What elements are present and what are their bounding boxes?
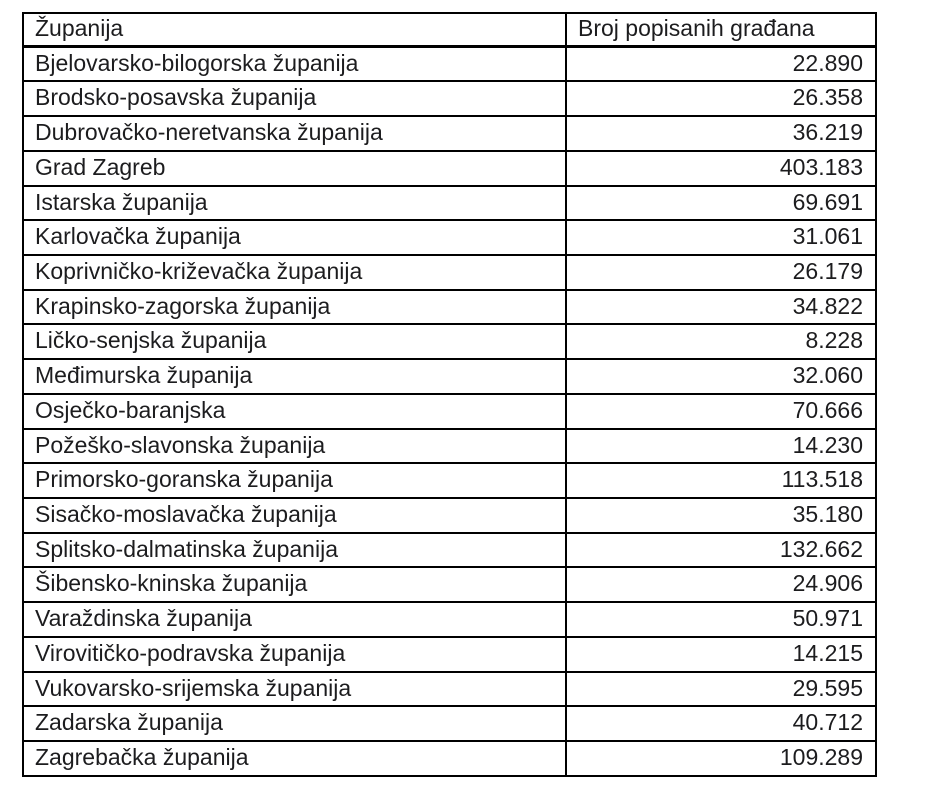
table-row: Dubrovačko-neretvanska županija 36.219 — [22, 115, 877, 152]
table-row: Brodsko-posavska županija 26.358 — [22, 80, 877, 118]
citizen-count-cell: 69.691 — [565, 184, 877, 222]
county-name-cell: Požeško-slavonska županija — [22, 427, 567, 465]
citizen-count-cell: 34.822 — [565, 288, 877, 326]
table-row: Koprivničko-križevačka županija 26.179 — [22, 253, 877, 291]
citizen-count-cell: 22.890 — [565, 45, 877, 83]
citizen-count-cell: 109.289 — [565, 740, 877, 777]
citizen-count-cell: 26.358 — [565, 80, 877, 118]
citizen-count-cell: 132.662 — [565, 531, 877, 569]
county-name-cell: Krapinsko-zagorska županija — [22, 288, 567, 326]
county-name-cell: Koprivničko-križevačka županija — [22, 253, 567, 291]
count-column-header: Broj popisanih građana — [565, 11, 877, 48]
county-name-cell: Šibensko-kninska županija — [22, 566, 567, 604]
county-name-cell: Istarska županija — [22, 184, 567, 222]
table-row: Istarska županija 69.691 — [22, 184, 877, 222]
county-name-cell: Brodsko-posavska županija — [22, 80, 567, 118]
citizen-count-cell: 29.595 — [565, 670, 877, 708]
table-row: Ličko-senjska županija 8.228 — [22, 323, 877, 361]
table-row: Primorsko-goranska županija 113.518 — [22, 462, 877, 499]
counties-table: Županija Broj popisanih građana Bjelovar… — [22, 11, 877, 777]
county-name-cell: Osječko-baranjska — [22, 392, 567, 430]
citizen-count-cell: 26.179 — [565, 253, 877, 291]
county-name-cell: Primorsko-goranska županija — [22, 462, 567, 499]
county-name-cell: Zagrebačka županija — [22, 740, 567, 777]
table-row: Grad Zagreb 403.183 — [22, 149, 877, 187]
county-name-cell: Grad Zagreb — [22, 149, 567, 187]
citizen-count-cell: 14.230 — [565, 427, 877, 465]
table-row: Međimurska županija 32.060 — [22, 358, 877, 395]
county-name-cell: Sisačko-moslavačka županija — [22, 496, 567, 534]
table-row: Splitsko-dalmatinska županija 132.662 — [22, 531, 877, 569]
table-row: Zagrebačka županija 109.289 — [22, 740, 877, 777]
county-name-cell: Varaždinska županija — [22, 601, 567, 638]
citizen-count-cell: 50.971 — [565, 601, 877, 638]
county-name-cell: Splitsko-dalmatinska županija — [22, 531, 567, 569]
citizen-count-cell: 40.712 — [565, 705, 877, 742]
citizen-count-cell: 113.518 — [565, 462, 877, 499]
table-row: Požeško-slavonska županija 14.230 — [22, 427, 877, 465]
table-row: Virovitičko-podravska županija 14.215 — [22, 635, 877, 673]
table-row: Krapinsko-zagorska županija 34.822 — [22, 288, 877, 326]
citizen-count-cell: 24.906 — [565, 566, 877, 604]
table-row: Varaždinska županija 50.971 — [22, 601, 877, 638]
county-name-cell: Dubrovačko-neretvanska županija — [22, 115, 567, 152]
county-name-cell: Ličko-senjska županija — [22, 323, 567, 361]
county-name-cell: Virovitičko-podravska županija — [22, 635, 567, 673]
citizen-count-cell: 403.183 — [565, 149, 877, 187]
citizen-count-cell: 14.215 — [565, 635, 877, 673]
table-row: Karlovačka županija 31.061 — [22, 219, 877, 256]
citizen-count-cell: 35.180 — [565, 496, 877, 534]
counties-table-container: Županija Broj popisanih građana Bjelovar… — [22, 11, 877, 777]
county-name-cell: Karlovačka županija — [22, 219, 567, 256]
table-row: Vukovarsko-srijemska županija 29.595 — [22, 670, 877, 708]
table-row: Sisačko-moslavačka županija 35.180 — [22, 496, 877, 534]
table-row: Bjelovarsko-bilogorska županija 22.890 — [22, 45, 877, 83]
table-row: Osječko-baranjska 70.666 — [22, 392, 877, 430]
county-name-cell: Bjelovarsko-bilogorska županija — [22, 45, 567, 83]
table-header-row: Županija Broj popisanih građana — [22, 11, 877, 48]
county-column-header: Županija — [22, 11, 567, 48]
county-name-cell: Zadarska županija — [22, 705, 567, 742]
county-name-cell: Vukovarsko-srijemska županija — [22, 670, 567, 708]
citizen-count-cell: 36.219 — [565, 115, 877, 152]
citizen-count-cell: 8.228 — [565, 323, 877, 361]
citizen-count-cell: 32.060 — [565, 358, 877, 395]
county-name-cell: Međimurska županija — [22, 358, 567, 395]
citizen-count-cell: 31.061 — [565, 219, 877, 256]
table-row: Zadarska županija 40.712 — [22, 705, 877, 742]
table-row: Šibensko-kninska županija 24.906 — [22, 566, 877, 604]
citizen-count-cell: 70.666 — [565, 392, 877, 430]
